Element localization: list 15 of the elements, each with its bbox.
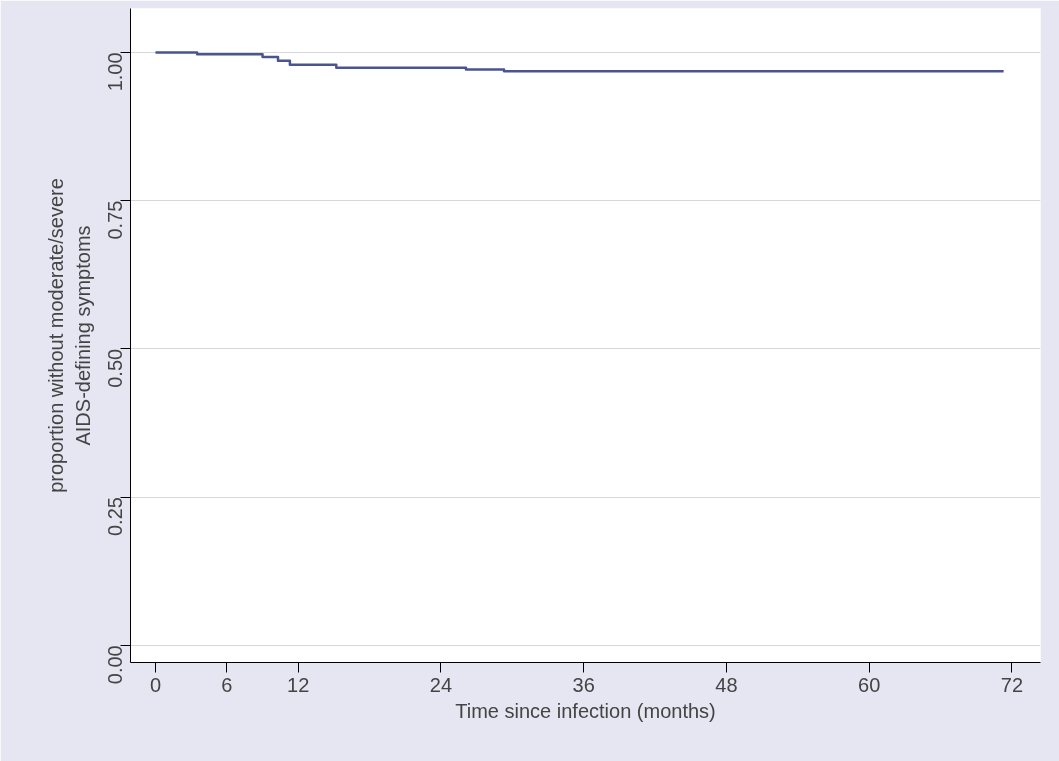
y-tick-label: 0.50	[104, 348, 127, 388]
y-tick-label: 0.75	[104, 200, 127, 240]
y-tick-label: 0.00	[104, 645, 127, 685]
x-tick-label: 60	[858, 673, 881, 696]
x-tick-label: 24	[429, 673, 453, 696]
x-tick-label: 36	[572, 673, 595, 696]
y-tick-label: 1.00	[104, 52, 127, 92]
y-axis-title: proportion without moderate/severe AIDS-defining symptoms	[45, 178, 94, 493]
x-tick-label: 0	[149, 673, 162, 696]
x-tick-label: 12	[287, 673, 310, 696]
x-tick-label: 72	[1000, 673, 1024, 696]
x-axis-title: Time since infection (months)	[455, 699, 716, 722]
x-tick-label: 6	[221, 673, 233, 696]
x-tick-label: 48	[715, 673, 738, 696]
y-tick-label: 0.25	[104, 497, 127, 536]
